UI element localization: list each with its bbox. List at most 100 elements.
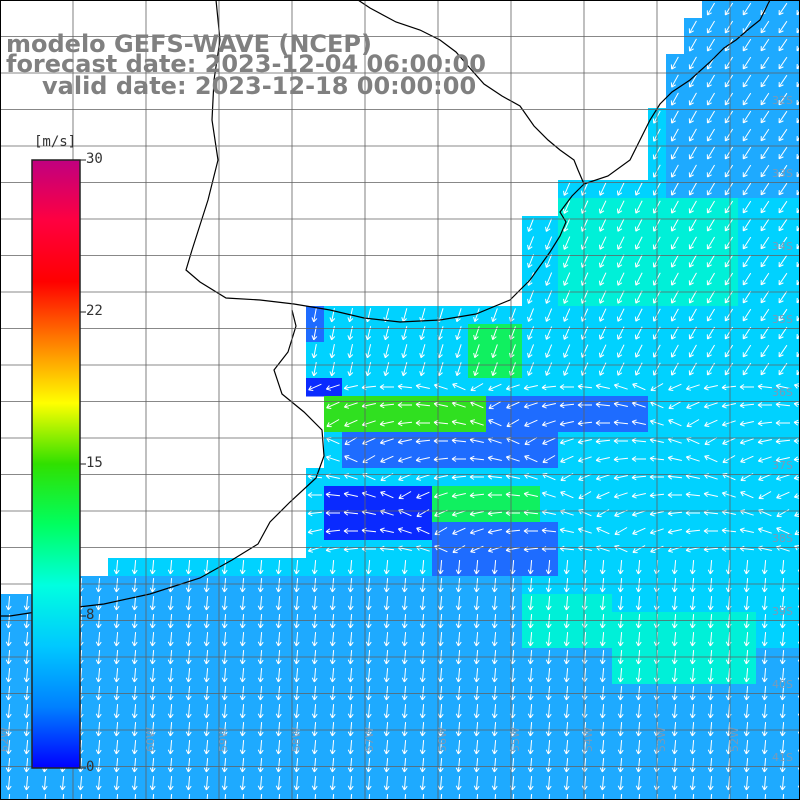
wind-arrow bbox=[760, 110, 770, 124]
wind-arrow bbox=[724, 74, 734, 88]
wind-arrow bbox=[724, 128, 734, 142]
field-cell bbox=[792, 774, 800, 793]
longitude-label: 53W bbox=[655, 727, 668, 752]
title-valid-date: valid date: 2023-12-18 00:00:00 bbox=[42, 72, 477, 100]
field-cell bbox=[792, 630, 800, 649]
colorbar-tick-30: 30 bbox=[86, 151, 103, 167]
field-cell bbox=[792, 702, 800, 721]
field-cell bbox=[792, 594, 800, 613]
wind-arrow bbox=[706, 128, 715, 142]
latitude-label: 38S bbox=[772, 532, 793, 545]
wind-arrow bbox=[688, 164, 697, 178]
wind-arrow bbox=[760, 20, 770, 34]
field-cell bbox=[792, 738, 800, 757]
latitude-label: 32S bbox=[772, 94, 793, 107]
wind-arrow bbox=[778, 74, 788, 88]
wind-arrow bbox=[742, 110, 752, 124]
field-cell bbox=[792, 54, 800, 73]
field-cell bbox=[792, 144, 800, 163]
field-cell bbox=[792, 558, 800, 577]
wind-arrow bbox=[742, 164, 752, 178]
latitude-label: 34S bbox=[772, 240, 793, 253]
wind-arrow bbox=[706, 38, 715, 52]
latitude-label: 40S bbox=[772, 678, 793, 691]
field-cell bbox=[792, 666, 800, 685]
wind-arrow bbox=[598, 182, 607, 196]
wind-arrow bbox=[670, 92, 679, 106]
wind-arrow bbox=[706, 74, 715, 88]
wind-arrow bbox=[742, 128, 752, 142]
wind-arrow bbox=[688, 92, 697, 106]
field-cell bbox=[792, 288, 800, 307]
wind-arrow bbox=[688, 110, 697, 124]
wind-arrow bbox=[778, 164, 788, 178]
longitude-label: 60W bbox=[144, 727, 157, 752]
field-cell bbox=[792, 36, 800, 55]
wind-arrow bbox=[742, 146, 752, 160]
wind-arrow bbox=[778, 128, 788, 142]
wind-arrow bbox=[742, 38, 752, 52]
wind-arrow bbox=[724, 2, 734, 16]
wind-arrow bbox=[778, 92, 788, 106]
wind-arrow bbox=[670, 128, 679, 142]
field-cell bbox=[792, 234, 800, 253]
wind-arrow bbox=[706, 2, 715, 16]
wind-arrow bbox=[760, 164, 770, 178]
field-cell bbox=[792, 108, 800, 127]
field-cell bbox=[792, 0, 800, 19]
wind-arrow bbox=[760, 56, 770, 70]
longitude-label: 58W bbox=[290, 727, 303, 752]
wind-arrow bbox=[670, 146, 679, 160]
wind-arrow bbox=[724, 164, 734, 178]
longitude-label: 52W bbox=[728, 727, 741, 752]
wind-arrow bbox=[742, 2, 752, 16]
wind-arrow bbox=[688, 56, 697, 70]
wind-arrow bbox=[670, 56, 679, 70]
field-cell bbox=[792, 90, 800, 109]
field-cell bbox=[792, 180, 800, 199]
wind-arrow bbox=[670, 74, 679, 88]
wind-arrow bbox=[724, 92, 734, 106]
wind-arrow bbox=[778, 38, 788, 52]
wind-arrow bbox=[688, 38, 697, 52]
field-cell bbox=[792, 576, 800, 595]
wind-arrow bbox=[760, 146, 770, 160]
colorbar-tick-0: 0 bbox=[86, 759, 95, 775]
wind-arrow bbox=[688, 128, 697, 142]
wind-arrow bbox=[688, 20, 697, 34]
wind-arrow bbox=[724, 146, 734, 160]
wind-arrow bbox=[706, 110, 715, 124]
wind-arrow bbox=[706, 20, 715, 34]
latitude-label: 36S bbox=[772, 386, 793, 399]
longitude-label: 62W bbox=[0, 727, 11, 752]
field-cell bbox=[792, 540, 800, 559]
field-cell bbox=[792, 270, 800, 289]
wind-arrow bbox=[670, 110, 679, 124]
latitude-label: 35S bbox=[772, 313, 793, 326]
latitude-label: 39S bbox=[772, 605, 793, 618]
wind-arrow bbox=[760, 92, 770, 106]
latitude-label: 41S bbox=[772, 751, 793, 764]
wind-arrow bbox=[778, 56, 788, 70]
wind-arrow bbox=[706, 92, 715, 106]
colorbar-tick-8: 8 bbox=[86, 607, 95, 623]
wind-arrow bbox=[724, 110, 734, 124]
field-cell bbox=[792, 612, 800, 631]
wind-arrow bbox=[724, 56, 734, 70]
wind-arrow bbox=[742, 92, 752, 106]
field-cell bbox=[792, 18, 800, 37]
wind-arrow bbox=[778, 110, 788, 124]
longitude-label: 54W bbox=[582, 727, 595, 752]
wind-arrow bbox=[670, 164, 679, 178]
wind-arrow bbox=[688, 146, 697, 160]
field-cell bbox=[792, 252, 800, 271]
field-cell bbox=[792, 360, 800, 379]
wind-arrow bbox=[742, 74, 752, 88]
field-cell bbox=[792, 324, 800, 343]
field-cell bbox=[792, 198, 800, 217]
colorbar-tick-22: 22 bbox=[86, 303, 103, 319]
longitude-label: 59W bbox=[217, 727, 230, 752]
colorbar-tick-15: 15 bbox=[86, 455, 103, 471]
wind-arrow bbox=[742, 56, 752, 70]
